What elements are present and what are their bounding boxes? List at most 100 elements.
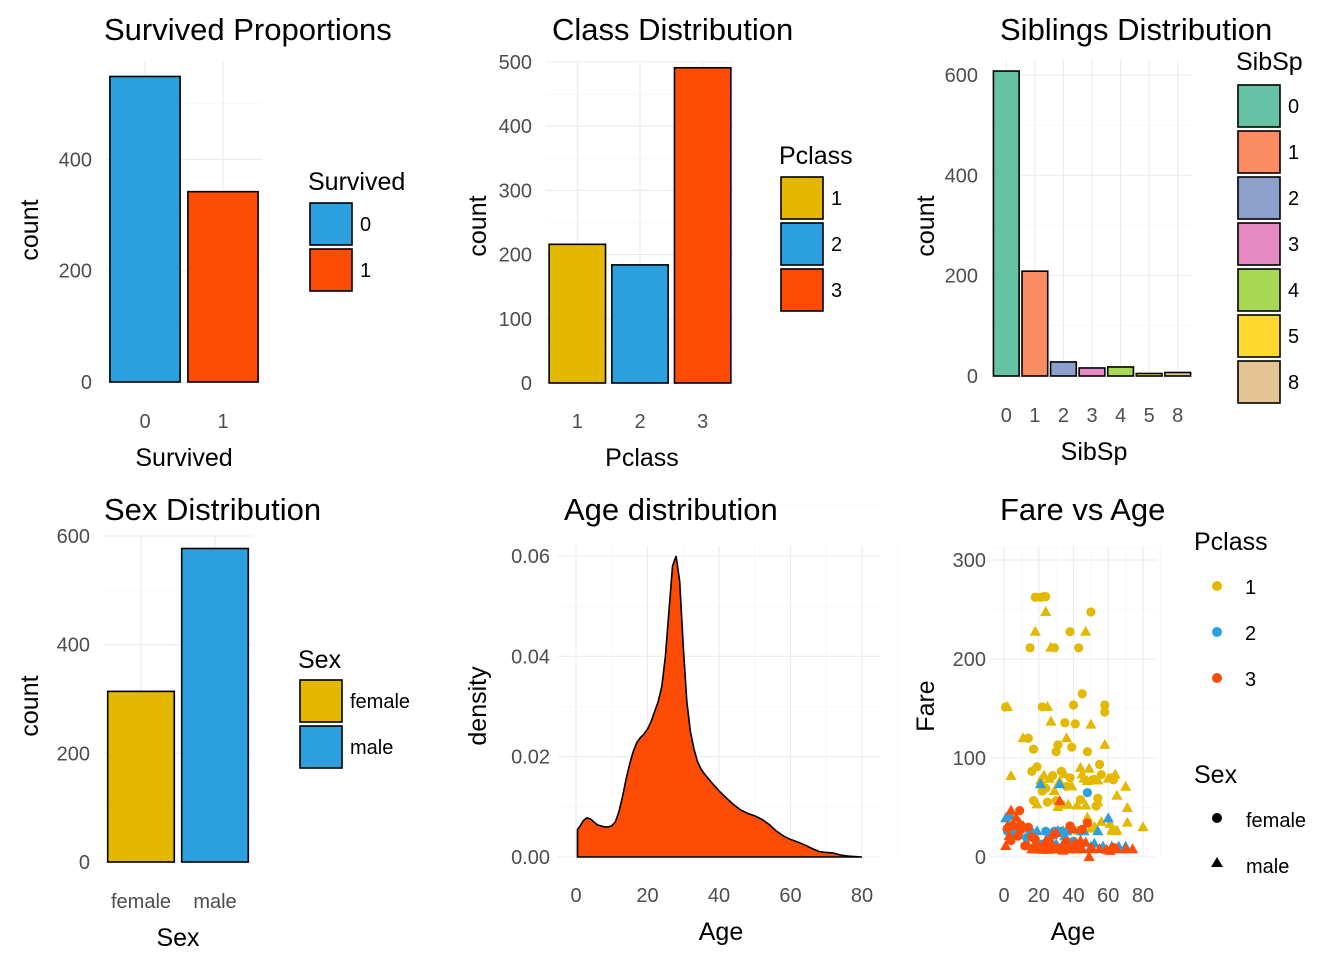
x-axis-title: Age bbox=[699, 918, 743, 946]
x-tick-label: 1 bbox=[572, 411, 583, 433]
point-male-class1 bbox=[1111, 789, 1123, 800]
scatter-points bbox=[1000, 592, 1149, 861]
legend-title: Survived bbox=[308, 168, 405, 196]
x-tick-label: 2 bbox=[634, 411, 645, 433]
y-axis-title: Fare bbox=[912, 680, 940, 731]
legend-label: 0 bbox=[360, 214, 371, 236]
x-tick-label: female bbox=[111, 891, 171, 913]
legend-label: 0 bbox=[1288, 96, 1299, 118]
bar-sex-female bbox=[106, 690, 176, 863]
x-tick-label: 0 bbox=[998, 885, 1009, 907]
point-male-class3 bbox=[1093, 842, 1106, 853]
point-female-class1 bbox=[1048, 771, 1058, 781]
x-tick-label: 40 bbox=[708, 885, 730, 907]
point-male-class2 bbox=[1054, 778, 1066, 789]
legend-sex: Sex female male bbox=[1194, 761, 1306, 878]
legend-pclass: Pclass 1 2 3 bbox=[1194, 528, 1268, 691]
legend-key bbox=[1237, 130, 1281, 174]
y-tick-label: 0 bbox=[81, 372, 92, 394]
point-female-class1 bbox=[1077, 689, 1087, 699]
x-tick-label: male bbox=[193, 891, 236, 913]
panel-survived: 0 200 400 0 1 Survived Proportions count Surviv… bbox=[16, 12, 405, 472]
x-tick-label: 80 bbox=[851, 885, 873, 907]
point-female-class1 bbox=[1028, 744, 1039, 754]
bar-pclass-1 bbox=[548, 243, 607, 384]
legend-label: 3 bbox=[1288, 234, 1299, 256]
point-male-class1 bbox=[1121, 801, 1133, 812]
point-male-class1 bbox=[1060, 732, 1073, 743]
point-female-class1 bbox=[1075, 795, 1086, 805]
point-female-class1 bbox=[1067, 742, 1077, 752]
bar-sibsp-1 bbox=[1021, 270, 1049, 377]
point-male-class1 bbox=[1092, 774, 1104, 785]
y-tick-label: 0.00 bbox=[511, 847, 550, 869]
panel-age: 0.00 0.02 0.04 0.06 0 20 40 60 80 Age distributio… bbox=[464, 492, 899, 946]
x-axis-title: Age bbox=[1051, 918, 1095, 946]
legend-title: Sex bbox=[1194, 761, 1238, 789]
x-tick-label: 80 bbox=[1132, 885, 1154, 907]
x-tick-label: 60 bbox=[1097, 885, 1119, 907]
y-tick-label: 300 bbox=[499, 180, 532, 202]
legend-title: Pclass bbox=[1194, 528, 1268, 556]
y-tick-label: 500 bbox=[499, 52, 532, 74]
point-male-class2 bbox=[1092, 825, 1104, 836]
point-female-class1 bbox=[1065, 627, 1075, 637]
chart-title: Fare vs Age bbox=[1000, 492, 1165, 527]
y-axis-title: count bbox=[16, 199, 44, 260]
point-female-class1 bbox=[1086, 607, 1096, 617]
legend-label: female bbox=[350, 691, 410, 713]
chart-title: Siblings Distribution bbox=[1000, 12, 1272, 47]
bar-sex-male bbox=[180, 547, 250, 863]
point-male-class3 bbox=[1005, 804, 1017, 815]
legend-key bbox=[309, 202, 353, 246]
point-female-class1 bbox=[1042, 797, 1053, 807]
point-female-class3 bbox=[1077, 824, 1087, 834]
legend-label: 2 bbox=[831, 234, 842, 256]
legend-label: 8 bbox=[1288, 372, 1299, 394]
point-female-class1 bbox=[1070, 719, 1080, 729]
x-tick-label: 2 bbox=[1058, 405, 1069, 427]
point-female-class1 bbox=[1074, 643, 1084, 653]
point-male-class1 bbox=[1005, 769, 1017, 780]
point-male-class1 bbox=[1120, 780, 1132, 791]
y-axis-title: count bbox=[16, 675, 44, 736]
legend-sex: Sex female male bbox=[298, 646, 410, 769]
point-male-class1 bbox=[1001, 701, 1014, 712]
y-tick-label: 0.02 bbox=[511, 747, 550, 769]
panel-pclass: 0 100 200 300 400 500 1 2 3 Class Distribution cou… bbox=[464, 12, 853, 472]
legend-key bbox=[309, 248, 353, 292]
x-axis-title: Sex bbox=[156, 924, 200, 952]
point-male-class1 bbox=[1104, 817, 1116, 828]
point-male-class2 bbox=[1102, 812, 1114, 823]
point-male-class1 bbox=[1074, 761, 1087, 772]
legend-survived: Survived 0 1 bbox=[308, 168, 405, 292]
bar-sibsp-4 bbox=[1106, 366, 1135, 377]
legend-key bbox=[780, 222, 824, 266]
legend-title: Pclass bbox=[779, 142, 853, 170]
point-male-class3 bbox=[1080, 836, 1092, 847]
point-female-class3 bbox=[1023, 822, 1033, 832]
point-female-class1 bbox=[1041, 592, 1051, 602]
bar-sibsp-2 bbox=[1049, 361, 1078, 377]
point-female-class1 bbox=[1065, 773, 1075, 783]
point-male-class1 bbox=[1080, 799, 1092, 810]
y-tick-label: 400 bbox=[945, 165, 978, 187]
y-tick-label: 200 bbox=[499, 245, 532, 267]
y-tick-label: 400 bbox=[59, 149, 92, 171]
point-male-class1 bbox=[1045, 715, 1057, 726]
point-male-class1 bbox=[1092, 796, 1104, 807]
panel-fare-age: 0 100 200 300 0 20 40 60 80 Fare vs Age Fare Age Pcl… bbox=[912, 492, 1306, 946]
legend-label: 2 bbox=[1245, 623, 1256, 645]
legend-key-circle bbox=[1212, 813, 1222, 823]
y-tick-label: 0 bbox=[521, 373, 532, 395]
point-female-class1 bbox=[1082, 747, 1092, 757]
point-male-class1 bbox=[1085, 718, 1097, 729]
y-tick-label: 200 bbox=[945, 266, 978, 288]
point-male-class1 bbox=[1083, 762, 1095, 773]
point-male-class1 bbox=[1048, 785, 1060, 796]
legend-key bbox=[1212, 673, 1222, 683]
legend-key-triangle bbox=[1211, 857, 1223, 867]
chart-title: Sex Distribution bbox=[104, 492, 321, 527]
legend-label: 1 bbox=[1288, 142, 1299, 164]
